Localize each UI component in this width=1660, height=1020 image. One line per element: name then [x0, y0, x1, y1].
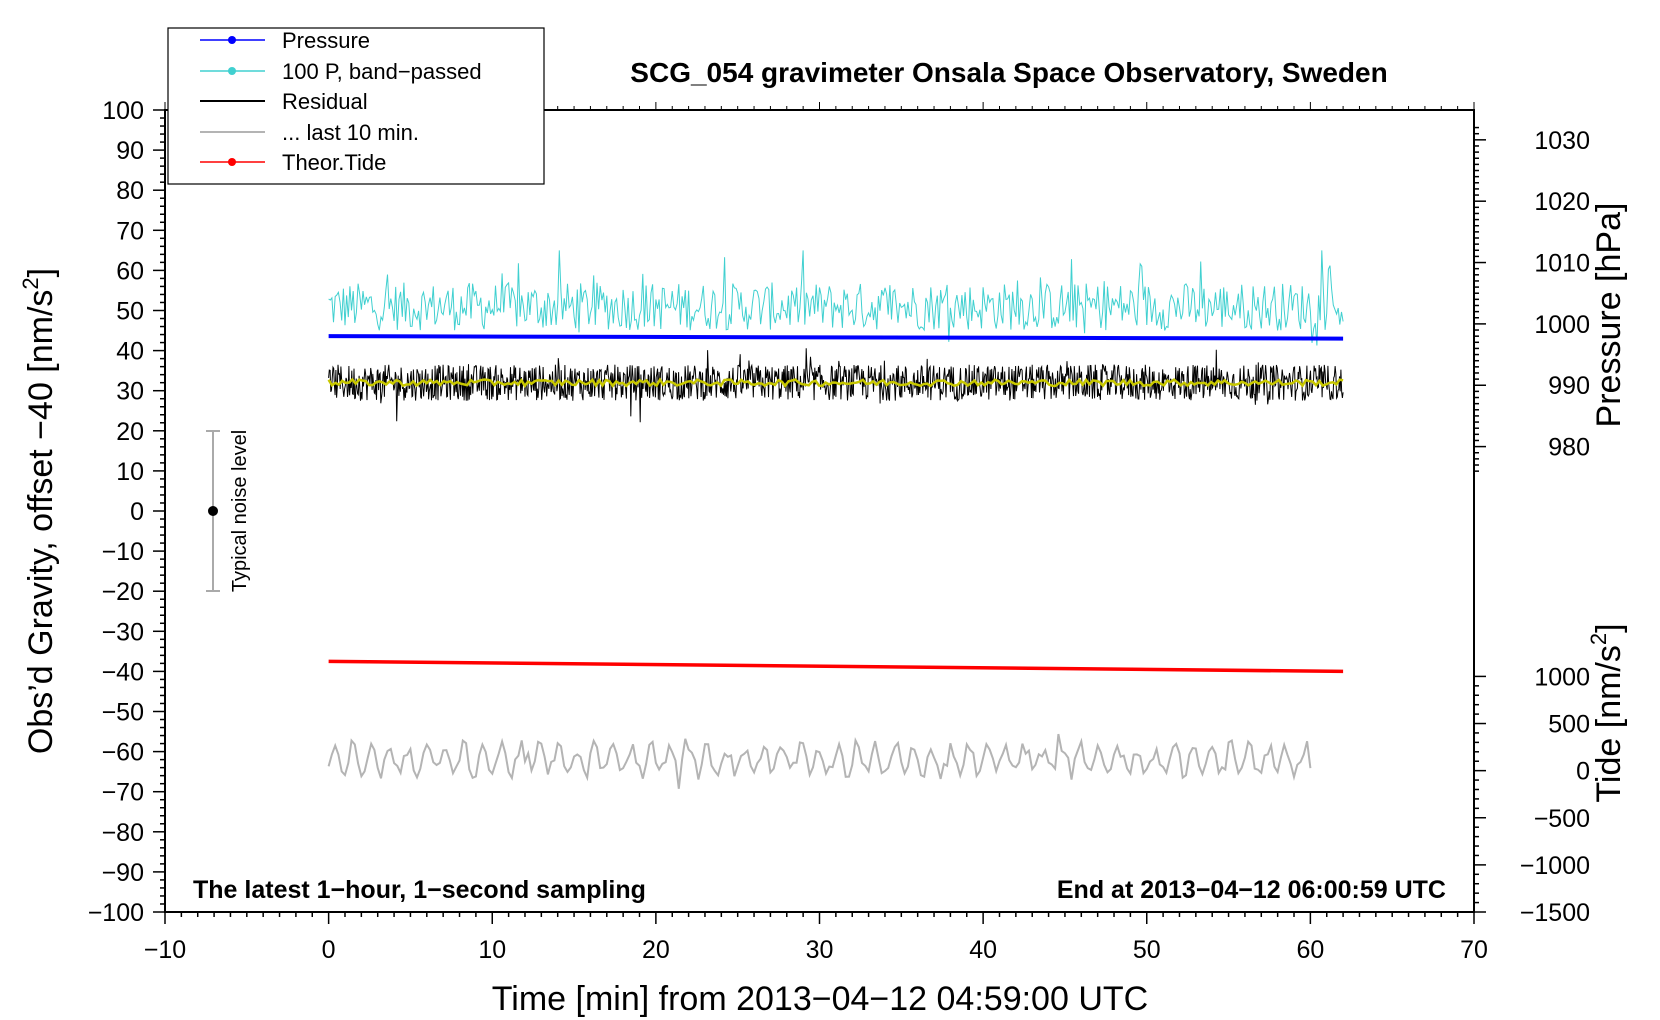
- pressure-tick-label: 1000: [1534, 311, 1590, 339]
- tide-tick-label: −1500: [1520, 899, 1590, 927]
- series-theoretical-tide: [328, 659, 1344, 674]
- pressure-axis-title: Pressure [hPa]: [1590, 203, 1628, 428]
- left-axis-title-end: ]: [22, 268, 60, 277]
- y-tick-label: 50: [116, 298, 144, 326]
- series-pressure: [328, 334, 1344, 341]
- tide-tick-label: −500: [1534, 805, 1590, 833]
- y-tick-label: −100: [88, 899, 144, 927]
- x-tick-label: 40: [969, 936, 997, 964]
- y-tick-label: −50: [102, 699, 144, 727]
- y-tick-label: −40: [102, 658, 144, 686]
- x-tick-label: 70: [1460, 936, 1488, 964]
- left-axis-title-sup: 2: [18, 277, 43, 289]
- tide-axis-title: Tide [nm/s2]: [1586, 623, 1628, 802]
- y-tick-label: −10: [102, 538, 144, 566]
- legend-label-tide: Theor.Tide: [282, 150, 386, 175]
- y-tick-label: 40: [116, 338, 144, 366]
- x-axis-title: Time [min] from 2013−04−12 04:59:00 UTC: [492, 980, 1148, 1018]
- y-tick-label: 70: [116, 217, 144, 245]
- tide-axis-title-end: ]: [1590, 623, 1628, 632]
- pressure-tick-label: 990: [1548, 372, 1590, 400]
- pressure-tick-label: 1030: [1534, 127, 1590, 155]
- y-tick-label: −80: [102, 819, 144, 847]
- note-right: End at 2013−04−12 06:00:59 UTC: [1057, 876, 1446, 904]
- note-left: The latest 1−hour, 1−second sampling: [193, 876, 646, 904]
- tide-axis-title-main: Tide [nm/s: [1590, 645, 1628, 802]
- legend: Pressure 100 P, band−passed Residual ...…: [167, 27, 545, 185]
- series-last-10-min: [327, 733, 1312, 789]
- left-axis-title-main: Obs’d Gravity, offset −40 [nm/s: [22, 290, 60, 755]
- tide-tick-label: 1000: [1534, 663, 1590, 691]
- y-tick-label: 80: [116, 177, 144, 205]
- y-tick-label: 100: [102, 97, 144, 125]
- chart-title: SCG_054 gravimeter Onsala Space Observat…: [630, 57, 1387, 88]
- y-tick-label: −90: [102, 859, 144, 887]
- legend-label-last10: ... last 10 min.: [282, 120, 419, 145]
- noise-bar-label: Typical noise level: [229, 430, 251, 592]
- legend-label-residual: Residual: [282, 89, 368, 114]
- legend-label-pressure: Pressure: [282, 28, 370, 53]
- x-tick-label: 50: [1133, 936, 1161, 964]
- legend-box: [167, 27, 545, 185]
- series-layer: [327, 250, 1344, 789]
- legend-marker-pressure: [228, 36, 236, 44]
- x-tick-label: 10: [478, 936, 506, 964]
- x-tick-label: 20: [642, 936, 670, 964]
- pressure-tick-label: 1010: [1534, 250, 1590, 278]
- y-tick-label: 30: [116, 378, 144, 406]
- x-tick-label: 0: [322, 936, 336, 964]
- tide-tick-label: −1000: [1520, 852, 1590, 880]
- y-tick-label: −30: [102, 618, 144, 646]
- legend-label-bandpassed: 100 P, band−passed: [282, 59, 482, 84]
- legend-marker-tide: [228, 158, 236, 166]
- tide-tick-label: 0: [1576, 758, 1590, 786]
- y-tick-label: 0: [130, 498, 144, 526]
- y-tick-label: 90: [116, 137, 144, 165]
- series-residual-smoothed: [327, 377, 1344, 389]
- y-tick-label: −20: [102, 578, 144, 606]
- legend-marker-bandpassed: [228, 67, 236, 75]
- y-tick-label: 10: [116, 458, 144, 486]
- y-tick-label: 60: [116, 257, 144, 285]
- series-bandpassed-pressure: [328, 250, 1344, 346]
- left-axis-title: Obs’d Gravity, offset −40 [nm/s2]: [18, 268, 60, 754]
- tide-axis-title-sup: 2: [1586, 633, 1611, 645]
- y-tick-label: −60: [102, 739, 144, 767]
- x-tick-label: 30: [806, 936, 834, 964]
- pressure-tick-label: 980: [1548, 434, 1590, 462]
- y-tick-label: −70: [102, 779, 144, 807]
- series-residual: [328, 348, 1344, 423]
- y-tick-label: 20: [116, 418, 144, 446]
- tide-tick-label: 500: [1548, 711, 1590, 739]
- noise-level-bar: Typical noise level: [206, 430, 251, 592]
- x-tick-label: −10: [144, 936, 186, 964]
- pressure-tick-label: 1020: [1534, 188, 1590, 216]
- noise-bar-center-dot: [208, 506, 218, 516]
- x-tick-label: 60: [1296, 936, 1324, 964]
- axes-layer: −10 0 10 20 30 40 50 60 701009080706050403020100…: [88, 97, 1590, 964]
